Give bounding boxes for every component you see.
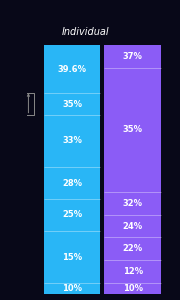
Bar xyxy=(44,284,100,294)
Text: 12%: 12% xyxy=(123,267,143,276)
Text: 35%: 35% xyxy=(123,125,143,134)
Text: 15%: 15% xyxy=(62,253,82,262)
Bar xyxy=(44,199,100,231)
Bar xyxy=(44,167,100,199)
Text: 37%: 37% xyxy=(123,52,143,61)
Bar xyxy=(104,192,161,215)
Bar xyxy=(44,45,100,93)
Bar xyxy=(44,231,100,284)
Bar xyxy=(44,115,100,167)
Text: 28%: 28% xyxy=(62,179,82,188)
Text: 24%: 24% xyxy=(123,222,143,231)
Text: Individual: Individual xyxy=(61,28,109,38)
Bar xyxy=(104,283,161,294)
Text: 22%: 22% xyxy=(123,244,143,253)
Bar xyxy=(104,215,161,237)
Text: 25%: 25% xyxy=(62,210,82,219)
Text: 10%: 10% xyxy=(123,284,143,293)
Bar xyxy=(104,260,161,283)
Bar xyxy=(104,237,161,260)
Bar xyxy=(104,45,161,68)
Text: 32%: 32% xyxy=(123,199,143,208)
Text: 35%: 35% xyxy=(62,100,82,109)
Text: 33%: 33% xyxy=(62,136,82,146)
Text: 39.6%: 39.6% xyxy=(57,65,87,74)
Bar xyxy=(44,93,100,115)
Bar xyxy=(104,68,161,192)
Text: 10%: 10% xyxy=(62,284,82,293)
